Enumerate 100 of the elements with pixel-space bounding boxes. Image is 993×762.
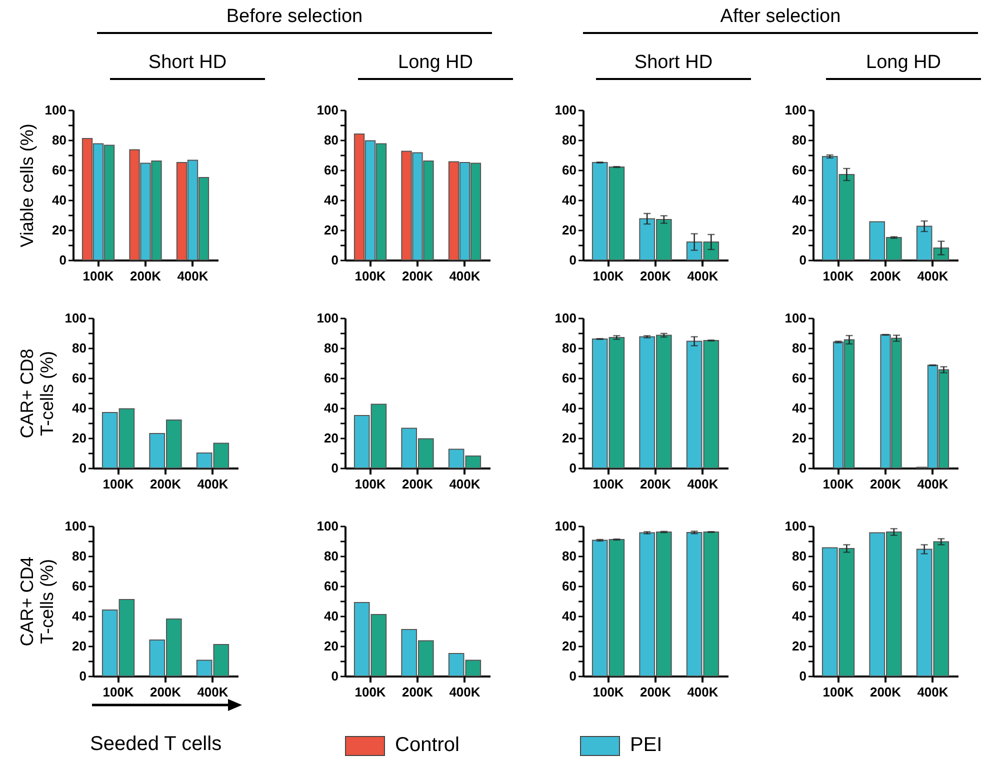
y-tick-label: 0	[331, 252, 338, 268]
y-tick-label: 60	[562, 370, 576, 386]
y-tick-label: 40	[324, 192, 338, 208]
y-tick-label: 0	[799, 668, 806, 684]
y-tick-label: 100	[44, 102, 66, 118]
x-tick-label: 200K	[640, 268, 672, 284]
y-tick-label: 20	[72, 430, 86, 446]
y-tick-label: 60	[72, 370, 86, 386]
y-tick-label: 0	[59, 252, 66, 268]
x-tick-label: 400K	[917, 476, 949, 492]
y-tick-label: 20	[324, 430, 338, 446]
x-tick-label: 200K	[150, 684, 182, 700]
x-tick-label: 100K	[822, 268, 854, 284]
y-tick-label: 20	[792, 430, 806, 446]
chart-title: Long HD	[826, 52, 981, 80]
x-tick-label: 100K	[592, 268, 624, 284]
y-tick-label: 0	[569, 460, 576, 476]
y-tick-label: 0	[569, 252, 576, 268]
y-tick-label: 20	[562, 222, 576, 238]
y-tick-label: 80	[562, 132, 576, 148]
y-tick-label: 80	[792, 548, 806, 564]
y-tick-label: 20	[324, 638, 338, 654]
x-tick-label: 400K	[687, 476, 719, 492]
x-tick-label: 400K	[687, 268, 719, 284]
x-tick-label: 400K	[197, 476, 229, 492]
y-tick-label: 80	[792, 340, 806, 356]
y-axis-title: Viable cells (%)	[16, 124, 37, 248]
y-tick-label: 0	[799, 460, 806, 476]
x-tick-label: 400K	[449, 476, 481, 492]
y-tick-label: 40	[72, 608, 86, 624]
x-tick-label: 200K	[402, 476, 434, 492]
x-tick-label: 100K	[82, 268, 114, 284]
y-tick-label: 60	[792, 162, 806, 178]
x-tick-label: 100K	[354, 268, 386, 284]
x-tick-label: 400K	[177, 268, 209, 284]
y-tick-label: 100	[784, 102, 806, 118]
text: Before selection	[97, 6, 492, 34]
y-tick-label: 60	[324, 578, 338, 594]
y-tick-label: 80	[72, 340, 86, 356]
x-tick-label: 100K	[354, 684, 386, 700]
y-tick-label: 80	[324, 548, 338, 564]
y-tick-label: 20	[52, 222, 66, 238]
chart-title: Short HD	[110, 52, 265, 80]
y-tick-label: 40	[324, 400, 338, 416]
y-tick-label: 100	[316, 310, 338, 326]
y-tick-label: 20	[72, 638, 86, 654]
y-tick-label: 80	[72, 548, 86, 564]
y-tick-label: 100	[64, 310, 86, 326]
y-tick-label: 60	[792, 578, 806, 594]
y-tick-label: 20	[324, 222, 338, 238]
y-tick-label: 80	[52, 132, 66, 148]
x-tick-label: 400K	[197, 684, 229, 700]
x-tick-label: 400K	[449, 684, 481, 700]
y-tick-label: 80	[324, 340, 338, 356]
y-tick-label: 0	[79, 668, 86, 684]
y-tick-label: 60	[562, 162, 576, 178]
y-tick-label: 0	[569, 668, 576, 684]
chart-title: Long HD	[358, 52, 513, 80]
y-tick-label: 80	[324, 132, 338, 148]
x-tick-label: 200K	[870, 684, 902, 700]
y-tick-label: 40	[562, 400, 576, 416]
y-tick-label: 60	[324, 162, 338, 178]
y-tick-label: 100	[554, 518, 576, 534]
x-tick-label: 200K	[870, 476, 902, 492]
y-tick-label: 100	[554, 310, 576, 326]
y-tick-label: 40	[562, 192, 576, 208]
y-tick-label: 40	[792, 608, 806, 624]
y-tick-label: 60	[324, 370, 338, 386]
y-tick-label: 20	[562, 430, 576, 446]
text: After selection	[583, 6, 978, 34]
y-tick-label: 20	[562, 638, 576, 654]
x-tick-label: 400K	[449, 268, 481, 284]
x-tick-label: 100K	[102, 476, 134, 492]
y-tick-label: 80	[562, 340, 576, 356]
x-tick-label: 100K	[592, 684, 624, 700]
y-tick-label: 60	[792, 370, 806, 386]
y-tick-label: 100	[554, 102, 576, 118]
x-tick-label: 100K	[592, 476, 624, 492]
y-tick-label: 0	[79, 460, 86, 476]
y-tick-label: 0	[799, 252, 806, 268]
y-axis-title: CAR+ CD4 T-cells (%)	[16, 556, 57, 646]
x-tick-label: 400K	[917, 684, 949, 700]
x-tick-label: 100K	[354, 476, 386, 492]
y-tick-label: 100	[784, 518, 806, 534]
y-tick-label: 100	[316, 518, 338, 534]
y-tick-label: 60	[72, 578, 86, 594]
x-tick-label: 100K	[822, 476, 854, 492]
legend-label: Control	[395, 734, 460, 757]
x-tick-label: 200K	[402, 684, 434, 700]
y-tick-label: 100	[64, 518, 86, 534]
x-tick-label: 100K	[102, 684, 134, 700]
x-tick-label: 200K	[130, 268, 162, 284]
x-tick-label: 200K	[402, 268, 434, 284]
x-tick-label: 400K	[687, 684, 719, 700]
y-tick-label: 40	[792, 192, 806, 208]
y-tick-label: 100	[316, 102, 338, 118]
x-tick-label: 200K	[870, 268, 902, 284]
y-tick-label: 80	[562, 548, 576, 564]
y-axis-title: CAR+ CD8 T-cells (%)	[16, 348, 57, 438]
y-tick-label: 0	[331, 668, 338, 684]
